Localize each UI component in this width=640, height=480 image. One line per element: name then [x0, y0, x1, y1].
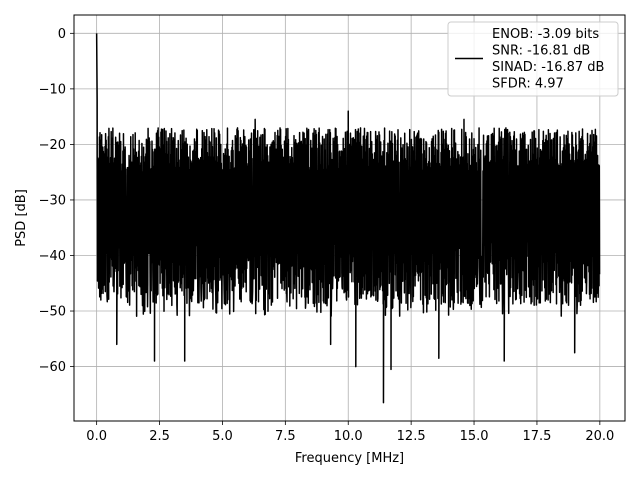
legend: ENOB: -3.09 bits SNR: -16.81 dB SINAD: -…: [447, 21, 619, 97]
legend-line-snr: SNR: -16.81 dB: [492, 44, 590, 59]
y-tick-label: −20: [39, 138, 66, 153]
legend-line-enob: ENOB: -3.09 bits: [492, 27, 599, 42]
x-axis: 0.0 2.5 5.0 7.5 10.0 12.5 15.0 17.5 20.0: [86, 421, 614, 444]
legend-line-sfdr: SFDR: 4.97: [492, 77, 564, 92]
y-tick-label: −60: [39, 360, 66, 375]
x-tick-label: 17.5: [522, 429, 551, 444]
psd-series-line: [95, 33, 601, 404]
y-tick-label: −40: [39, 249, 66, 264]
y-tick-label: −30: [39, 193, 66, 208]
y-tick-label: −50: [39, 305, 66, 320]
x-tick-label: 2.5: [149, 429, 170, 444]
series-layer: [95, 33, 601, 404]
x-axis-label: Frequency [MHz]: [295, 451, 404, 466]
x-tick-label: 15.0: [460, 429, 489, 444]
y-axis-label: PSD [dB]: [14, 189, 29, 247]
x-tick-label: 7.5: [275, 429, 296, 444]
x-tick-label: 20.0: [585, 429, 614, 444]
x-tick-label: 5.0: [212, 429, 233, 444]
x-tick-label: 10.0: [334, 429, 363, 444]
y-axis: 0 −10 −20 −30 −40 −50 −60: [39, 27, 74, 375]
plot-frame: [73, 14, 626, 422]
x-tick-label: 0.0: [86, 429, 107, 444]
y-tick-label: −10: [39, 82, 66, 97]
x-tick-label: 12.5: [397, 429, 426, 444]
legend-line-sinad: SINAD: -16.87 dB: [492, 60, 604, 75]
legend-box: [447, 21, 619, 97]
y-tick-label: 0: [58, 27, 66, 42]
